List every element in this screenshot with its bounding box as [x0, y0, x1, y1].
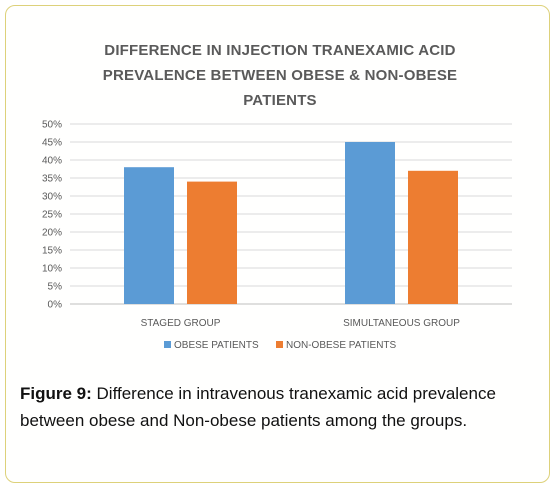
figure-frame: [5, 5, 550, 483]
x-category-label: STAGED GROUP: [141, 318, 221, 329]
bars: [124, 142, 458, 304]
y-tick-label: 30%: [42, 192, 62, 203]
y-tick-label: 20%: [42, 228, 62, 239]
bar-non-obese-patients-staged-group: [187, 181, 237, 304]
bar-non-obese-patients-simultaneous-group: [408, 170, 458, 304]
y-tick-label: 5%: [48, 282, 63, 293]
y-tick-label: 10%: [42, 264, 62, 275]
x-category-label: SIMULTANEOUS GROUP: [343, 318, 460, 329]
figure-caption: Figure 9: Difference in intravenous tran…: [20, 380, 540, 434]
y-axis-ticks: 0% 5% 10% 15% 20% 25% 30% 35% 40% 45% 50%: [42, 120, 62, 311]
bar-obese-patients-simultaneous-group: [345, 142, 395, 304]
y-tick-label: 15%: [42, 246, 62, 257]
y-tick-label: 40%: [42, 156, 62, 167]
chart-title-line-1: DIFFERENCE IN INJECTION TRANEXAMIC ACID: [104, 42, 456, 59]
figure-label: Figure 9:: [20, 384, 92, 403]
legend: OBESE PATIENTS NON-OBESE PATIENTS: [164, 340, 397, 351]
chart-title: DIFFERENCE IN INJECTION TRANEXAMIC ACID …: [60, 38, 500, 113]
legend-label: NON-OBESE PATIENTS: [286, 340, 397, 351]
legend-swatch: [276, 341, 283, 348]
bar-obese-patients-staged-group: [124, 167, 174, 304]
y-tick-label: 50%: [42, 120, 62, 131]
chart-title-line-2: PREVALENCE BETWEEN OBESE & NON-OBESE: [102, 67, 458, 84]
y-tick-label: 45%: [42, 138, 62, 149]
legend-label: OBESE PATIENTS: [174, 340, 259, 351]
x-axis-categories: STAGED GROUP SIMULTANEOUS GROUP: [141, 318, 461, 329]
chart-title-line-3: PATIENTS: [243, 92, 317, 109]
y-tick-label: 0%: [48, 300, 63, 311]
figure-caption-text: Difference in intravenous tranexamic aci…: [20, 384, 496, 430]
legend-swatch: [164, 341, 171, 348]
y-tick-label: 25%: [42, 210, 62, 221]
y-tick-label: 35%: [42, 174, 62, 185]
